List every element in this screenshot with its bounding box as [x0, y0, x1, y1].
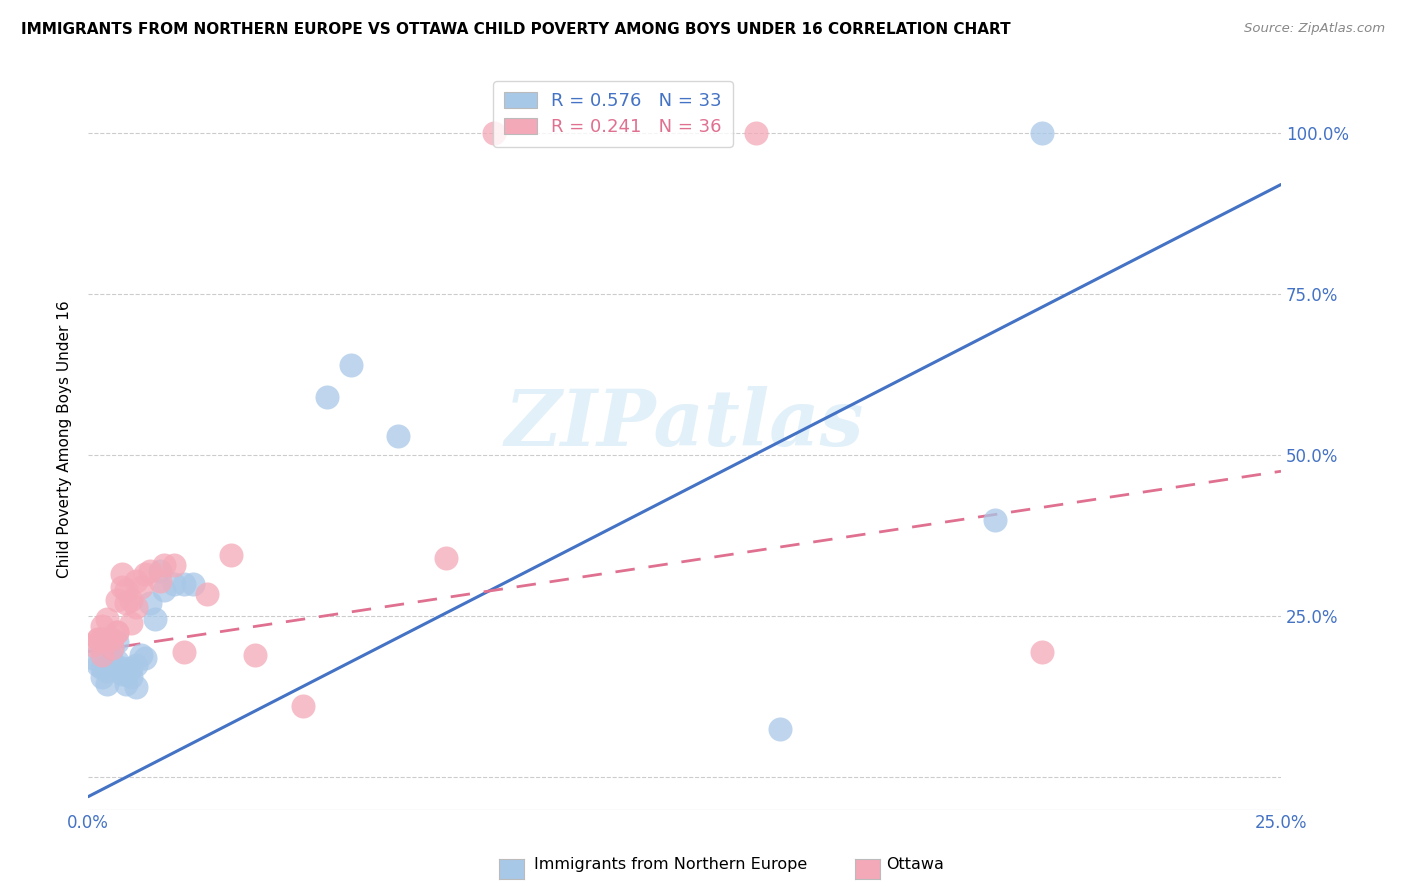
Point: [134, 651, 156, 665]
Point: [221, 548, 243, 562]
Point: [105, 625, 128, 640]
Point: [125, 599, 148, 614]
Y-axis label: Child Poverty Among Boys Under 16: Child Poverty Among Boys Under 16: [58, 301, 72, 578]
Point: [291, 699, 314, 714]
Point: [134, 567, 156, 582]
Point: [101, 632, 124, 646]
Point: [315, 390, 337, 404]
Point: [129, 580, 152, 594]
Point: [101, 641, 124, 656]
Point: [769, 722, 792, 736]
Point: [105, 593, 128, 607]
Point: [115, 583, 138, 598]
Text: Ottawa: Ottawa: [886, 857, 943, 872]
Point: [110, 567, 132, 582]
Point: [149, 574, 172, 588]
Point: [143, 612, 166, 626]
Point: [120, 661, 142, 675]
Point: [105, 635, 128, 649]
Point: [105, 625, 128, 640]
Point: [120, 670, 142, 684]
Point: [110, 667, 132, 681]
Point: [153, 583, 176, 598]
Point: [91, 619, 114, 633]
Point: [101, 654, 124, 668]
Point: [86, 632, 108, 646]
Point: [91, 648, 114, 662]
Point: [96, 632, 118, 646]
Point: [745, 126, 768, 140]
Point: [125, 680, 148, 694]
Point: [96, 612, 118, 626]
Point: [153, 558, 176, 572]
Point: [115, 677, 138, 691]
Point: [96, 677, 118, 691]
Point: [110, 580, 132, 594]
Point: [163, 558, 186, 572]
Point: [120, 615, 142, 630]
Point: [434, 551, 457, 566]
Point: [101, 641, 124, 656]
Point: [110, 661, 132, 675]
Point: [163, 577, 186, 591]
Text: Source: ZipAtlas.com: Source: ZipAtlas.com: [1244, 22, 1385, 36]
Point: [120, 593, 142, 607]
Point: [173, 645, 195, 659]
Point: [86, 632, 108, 646]
Point: [105, 654, 128, 668]
Point: [149, 564, 172, 578]
Text: ZIPatlas: ZIPatlas: [505, 386, 865, 462]
Point: [139, 564, 162, 578]
Point: [91, 661, 114, 675]
Point: [91, 670, 114, 684]
Point: [82, 651, 104, 665]
Point: [1031, 645, 1053, 659]
Text: Immigrants from Northern Europe: Immigrants from Northern Europe: [534, 857, 807, 872]
Point: [181, 577, 204, 591]
Point: [125, 574, 148, 588]
Point: [243, 648, 266, 662]
Point: [82, 638, 104, 652]
Point: [173, 577, 195, 591]
Point: [91, 632, 114, 646]
Point: [86, 657, 108, 672]
Point: [129, 648, 152, 662]
Point: [115, 667, 138, 681]
Point: [387, 429, 409, 443]
Text: IMMIGRANTS FROM NORTHERN EUROPE VS OTTAWA CHILD POVERTY AMONG BOYS UNDER 16 CORR: IMMIGRANTS FROM NORTHERN EUROPE VS OTTAW…: [21, 22, 1011, 37]
Point: [96, 664, 118, 678]
Point: [1031, 126, 1053, 140]
Point: [115, 596, 138, 610]
Point: [339, 358, 361, 372]
Point: [482, 126, 505, 140]
Point: [983, 512, 1005, 526]
Point: [139, 596, 162, 610]
Point: [125, 657, 148, 672]
Legend: R = 0.576   N = 33, R = 0.241   N = 36: R = 0.576 N = 33, R = 0.241 N = 36: [494, 81, 733, 146]
Point: [197, 587, 219, 601]
